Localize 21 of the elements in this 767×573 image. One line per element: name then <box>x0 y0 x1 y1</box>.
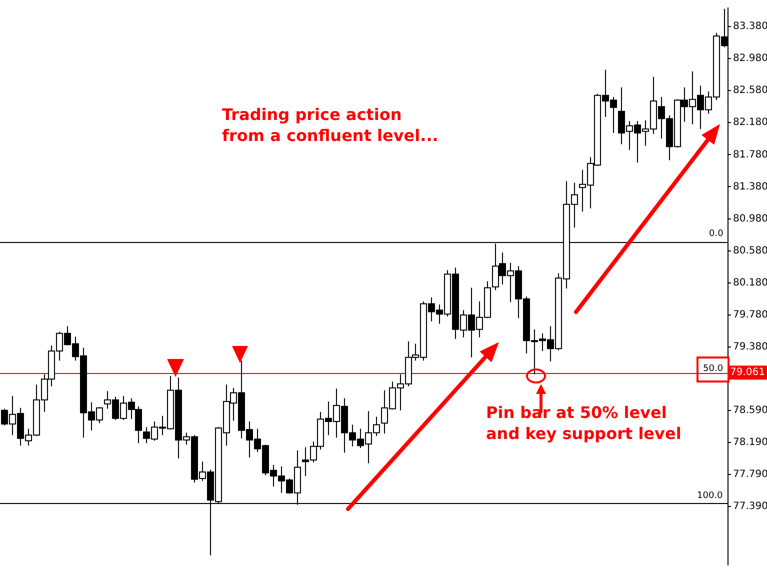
annotation: Trading price action from a confluent level... <box>222 104 438 146</box>
ref-line-label: 79.061 <box>730 367 765 378</box>
y-tick-label: 80.580 <box>733 245 767 256</box>
y-tick-label: 82.980 <box>733 53 767 64</box>
y-tick-label: 82.180 <box>733 117 767 128</box>
annotation: 50.0 <box>703 364 724 375</box>
annotation: 100.0 <box>697 491 723 502</box>
y-tick-label: 81.380 <box>733 181 767 192</box>
y-tick-label: 78.590 <box>733 404 767 416</box>
y-tick-label: 77.790 <box>733 469 767 480</box>
y-tick-label: 83.380 <box>733 21 767 32</box>
annotation: Pin bar at 50% level and key support level <box>486 402 682 444</box>
y-tick-label: 81.780 <box>733 149 767 160</box>
y-tick-label: 79.780 <box>733 310 767 321</box>
y-tick-label: 79.380 <box>733 342 767 353</box>
annotation: 0.0 <box>709 229 724 240</box>
y-tick-label: 82.580 <box>733 85 767 96</box>
y-tick-label: 78.190 <box>733 436 767 448</box>
y-tick-label: 80.180 <box>733 277 767 288</box>
y-tick-label: 77.390 <box>733 501 767 512</box>
y-tick-label: 80.980 <box>733 213 767 224</box>
